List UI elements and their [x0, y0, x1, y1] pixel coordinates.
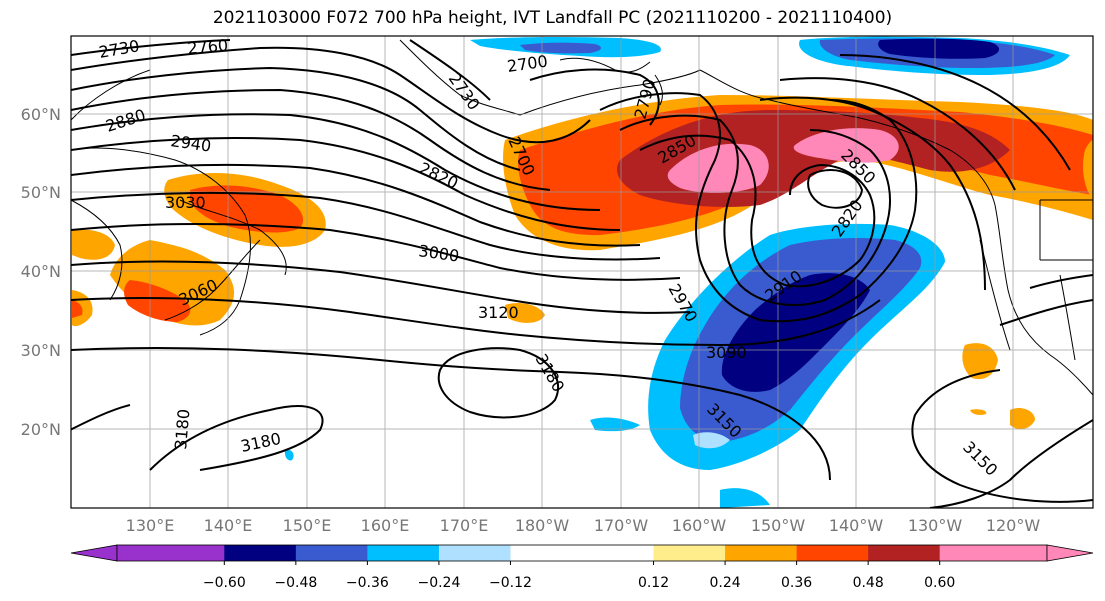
- lon-label: 140°W: [829, 516, 884, 535]
- coastlines: [71, 39, 1093, 396]
- lat-label: 30°N: [21, 341, 61, 360]
- lon-label: 150°E: [283, 516, 332, 535]
- lon-label: 170°W: [594, 516, 649, 535]
- map-panel: 2730 2760 2730 2700 2790 2880 2940 2820 …: [71, 36, 1093, 508]
- colorbar-segment: [510, 545, 655, 561]
- lat-label: 20°N: [21, 420, 61, 439]
- contour-label: 3030: [165, 193, 206, 212]
- colorbar-segment: [796, 545, 869, 561]
- colorbar-tick-labels: −0.60 −0.48 −0.36 −0.24 −0.12 0.12 0.24 0.36 0.4…: [203, 561, 955, 591]
- colorbar-tick-label: 0.36: [781, 575, 812, 591]
- lat-label: 40°N: [21, 262, 61, 281]
- lon-label: 130°E: [126, 516, 175, 535]
- colorbar-segments: [116, 544, 1048, 562]
- contour-label: 2760: [187, 36, 229, 58]
- lon-label: 160°E: [361, 516, 410, 535]
- colorbar-tick-label: 0.48: [853, 575, 884, 591]
- lon-label: 160°W: [672, 516, 727, 535]
- ivt-positive-shading: [72, 95, 1093, 430]
- colorbar-segment: [725, 545, 798, 561]
- colorbar-segment: [438, 545, 511, 561]
- colorbar-tick-label: 0.12: [638, 575, 669, 591]
- lat-label: 60°N: [21, 105, 61, 124]
- lon-label: 120°W: [986, 516, 1041, 535]
- colorbar-extend-high: [1046, 544, 1094, 562]
- colorbar-segment: [367, 545, 440, 561]
- contour-label: 3180: [171, 408, 193, 450]
- contour-label: 3120: [478, 303, 519, 322]
- latitude-labels: 60°N 50°N 40°N 30°N 20°N: [21, 105, 61, 439]
- lon-label: 130°W: [908, 516, 963, 535]
- colorbar-segment: [868, 545, 941, 561]
- lon-label: 150°W: [751, 516, 806, 535]
- map-title: 2021103000 F072 700 hPa height, IVT Land…: [212, 8, 893, 28]
- colorbar-segment: [224, 545, 297, 561]
- longitude-labels: 130°E 140°E 150°E 160°E 170°E 180°W 170°…: [126, 516, 1041, 535]
- lon-label: 140°E: [204, 516, 253, 535]
- colorbar-tick-label: −0.48: [274, 575, 317, 591]
- map-frame: [70, 35, 1094, 509]
- lon-label: 170°E: [440, 516, 489, 535]
- colorbar-segment: [653, 545, 726, 561]
- lon-label: 180°W: [515, 516, 570, 535]
- colorbar-segment: [939, 545, 1048, 561]
- colorbar-segment: [295, 545, 368, 561]
- colorbar-tick-label: −0.36: [346, 575, 389, 591]
- contour-label: 3090: [706, 343, 747, 362]
- height-contours: [71, 39, 1093, 508]
- colorbar-tick-label: −0.60: [203, 575, 246, 591]
- colorbar-tick-label: −0.24: [417, 575, 460, 591]
- ivt-negative-shading: [284, 36, 1070, 508]
- lat-label: 50°N: [21, 183, 61, 202]
- colorbar-segment: [117, 545, 225, 561]
- colorbar-tick-label: 0.60: [924, 575, 955, 591]
- gridlines: [71, 36, 1093, 508]
- colorbar-tick-label: −0.12: [489, 575, 532, 591]
- colorbar: −0.60 −0.48 −0.36 −0.24 −0.12 0.12 0.24 0.36 0.4…: [70, 544, 1094, 591]
- colorbar-tick-label: 0.24: [709, 575, 740, 591]
- colorbar-extend-low: [70, 544, 118, 562]
